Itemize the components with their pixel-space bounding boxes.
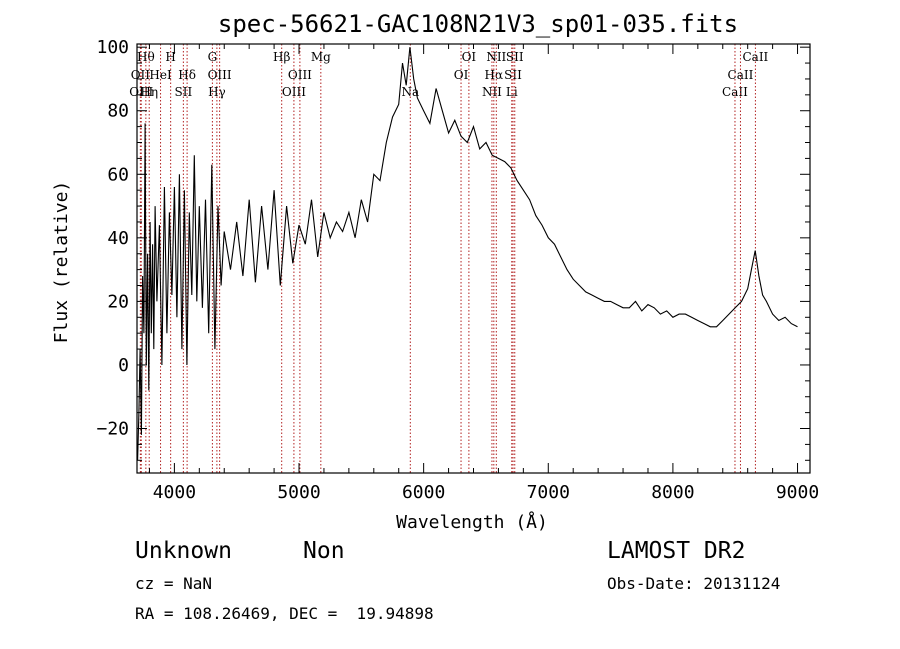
x-axis-label: Wavelength (Å) [396, 511, 548, 533]
object-class: Unknown [135, 538, 232, 564]
x-tick-label: 8000 [651, 482, 694, 503]
line-marker-label: SII [504, 68, 522, 82]
y-axis-label: Flux (relative) [51, 181, 72, 344]
y-tick-label: 80 [107, 101, 129, 122]
line-marker-label: NII [486, 50, 506, 64]
line-marker-label: Hγ [208, 85, 226, 99]
line-marker-label: Hδ [178, 68, 196, 82]
y-tick-label: 20 [107, 291, 129, 312]
line-marker-label: CaII [728, 68, 754, 82]
line-marker-label: H [165, 50, 175, 64]
line-marker-label: G [208, 50, 218, 64]
line-marker-label: Na [401, 85, 419, 99]
line-marker-label: OII [131, 68, 151, 82]
axis-ticks: 4000 5000 6000 7000 8000 9000 −20 0 20 40 60 80 100 [96, 37, 819, 503]
y-tick-label: −20 [96, 419, 129, 440]
line-marker-label: Mg [311, 50, 331, 64]
line-marker-label: OIII [208, 68, 232, 82]
line-marker-label: OI [462, 50, 477, 64]
line-marker-label: OIII [288, 68, 312, 82]
y-tick-label: 0 [118, 355, 129, 376]
x-tick-label: 6000 [402, 482, 445, 503]
line-marker-label: CaII [742, 50, 768, 64]
object-subclass: Non [303, 538, 345, 564]
line-marker-label: Hθ [137, 50, 155, 64]
line-marker-label: Hα [485, 68, 504, 82]
chart-title: spec-56621-GAC108N21V3_sp01-035.fits [218, 10, 738, 38]
line-markers: OII OIII Hθ Hη HeI HHδ SII G Hγ OIII Hβ OIII OIII Mg N… [129, 44, 769, 473]
redshift-text: cz = NaN [135, 574, 213, 593]
line-marker-label: CaII [722, 85, 748, 99]
line-marker-label: HeI [149, 68, 172, 82]
x-tick-label: 7000 [527, 482, 570, 503]
line-marker-label: SII [175, 85, 193, 99]
plot-frame [136, 43, 811, 474]
x-tick-label: 4000 [153, 482, 196, 503]
line-marker-label: OIII [129, 85, 153, 99]
y-tick-label: 100 [96, 37, 129, 58]
line-marker-label: NII [482, 85, 502, 99]
line-marker-label: OIII [282, 85, 306, 99]
x-tick-label: 9000 [776, 482, 819, 503]
spectrum-series [137, 47, 798, 461]
coordinates-text: RA = 108.26469, DEC = 19.94898 [135, 604, 434, 623]
line-marker-label: OI [454, 68, 469, 82]
line-marker-label: Hβ [273, 50, 290, 64]
x-tick-label: 5000 [277, 482, 320, 503]
y-tick-label: 60 [107, 164, 129, 185]
survey-label: LAMOST DR2 [607, 538, 746, 564]
obs-date-text: Obs-Date: 20131124 [607, 574, 781, 593]
line-marker-label: Li [506, 85, 518, 99]
line-marker-label: Hη [140, 85, 158, 99]
y-tick-label: 40 [107, 228, 129, 249]
line-marker-label: SII [506, 50, 524, 64]
